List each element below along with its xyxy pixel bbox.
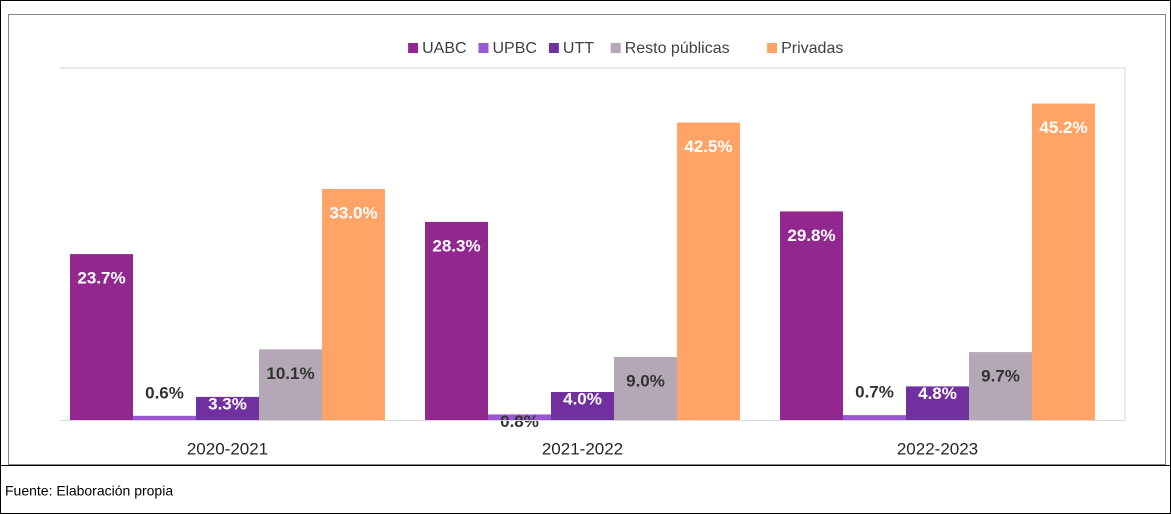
legend-swatch	[610, 43, 621, 53]
bar	[677, 122, 740, 420]
bar	[70, 254, 133, 420]
x-tick-label: 2022-2023	[897, 439, 978, 458]
data-label: 9.0%	[626, 371, 665, 390]
data-label: 23.7%	[77, 269, 125, 288]
legend-swatch	[767, 43, 778, 53]
bar	[425, 221, 488, 420]
data-label: 4.0%	[563, 389, 602, 408]
bar	[196, 396, 259, 420]
data-label: 29.8%	[787, 226, 835, 245]
bar	[906, 386, 969, 420]
x-tick-label: 2020-2021	[187, 439, 268, 458]
bar	[551, 392, 614, 420]
legend-label: Privadas	[781, 40, 843, 57]
legend-swatch	[408, 43, 419, 53]
plot-border	[60, 67, 1126, 420]
source-note: Fuente: Elaboración propia	[5, 483, 173, 499]
x-tick-label: 2021-2022	[542, 439, 623, 458]
data-label: 10.1%	[266, 364, 314, 383]
data-label: 0.7%	[855, 383, 894, 402]
bar	[1032, 103, 1095, 420]
data-label: 0.8%	[500, 412, 539, 431]
legend-swatch	[548, 43, 559, 53]
data-label: 28.3%	[432, 236, 480, 255]
bar	[133, 415, 196, 420]
legend-swatch	[478, 43, 489, 53]
legend-label: Resto públicas	[625, 40, 730, 57]
bar	[969, 352, 1032, 420]
data-label: 33.0%	[329, 203, 377, 222]
bar	[488, 414, 551, 420]
data-label: 45.2%	[1039, 118, 1087, 137]
bar	[614, 357, 677, 420]
data-label: 3.3%	[208, 394, 247, 413]
bar	[780, 211, 843, 420]
data-label: 9.7%	[981, 367, 1020, 386]
data-label: 42.5%	[684, 137, 732, 156]
bar	[843, 415, 906, 420]
bar	[259, 349, 322, 420]
bar	[322, 189, 385, 420]
data-label: 4.8%	[918, 384, 957, 403]
legend-label: UABC	[422, 40, 466, 57]
legend-label: UTT	[563, 40, 594, 57]
data-label: 0.6%	[145, 383, 184, 402]
legend-label: UPBC	[493, 40, 537, 57]
